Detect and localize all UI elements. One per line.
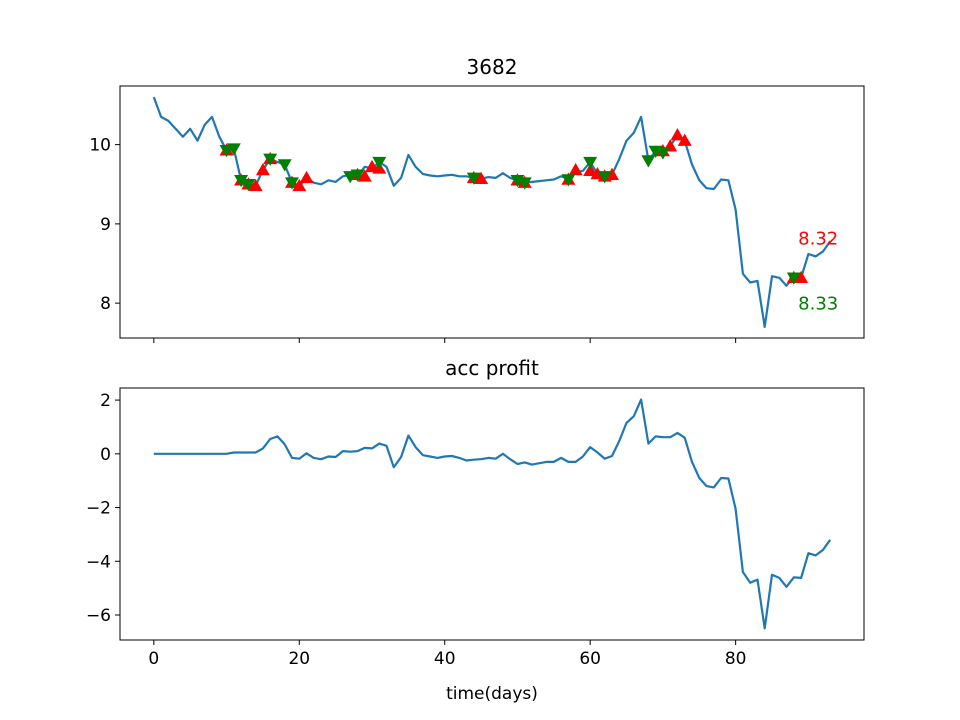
price-chart-title: 3682 (467, 55, 518, 79)
profit-ytick-label: −6 (86, 606, 111, 626)
sell-marker (241, 179, 256, 192)
profit-xtick-label: 20 (288, 649, 310, 669)
price-panel: 3682 8 9 10 8.32 8.33 (89, 55, 865, 343)
sell-marker (786, 272, 801, 285)
sell-marker (583, 156, 598, 170)
x-axis-label: time(days) (446, 684, 538, 704)
price-ytick-label: 9 (100, 215, 111, 235)
buy-marker (299, 170, 314, 184)
profit-series-line (153, 398, 832, 630)
sell-marker (655, 147, 670, 160)
price-series-line (152, 96, 832, 328)
sell-marker (372, 156, 387, 170)
sell-marker (517, 177, 532, 190)
price-ytick-label: 8 (100, 294, 111, 314)
price-ytick-label: 10 (89, 136, 111, 156)
sell-marker (234, 175, 249, 188)
buy-marker (357, 169, 372, 182)
profit-axes-frame (119, 387, 865, 641)
sell-marker (350, 169, 365, 182)
price-annotation: 8.33 (798, 293, 838, 314)
buy-marker (255, 163, 270, 176)
buy-marker (474, 171, 489, 184)
sell-marker (285, 177, 299, 190)
profit-ytick-label: 2 (100, 391, 111, 411)
profit-xtick-label: 80 (725, 649, 747, 669)
price-annotation: 8.32 (798, 228, 838, 249)
sell-marker (641, 155, 656, 168)
profit-ytick-label: −4 (86, 552, 111, 572)
buy-marker (605, 167, 619, 181)
buy-marker (292, 178, 307, 192)
profit-panel: acc profit 0 20 40 60 80 −6 −4 −2 0 2 time(days) (86, 356, 865, 704)
profit-ytick-label: 0 (100, 445, 111, 465)
profit-xtick-label: 60 (579, 649, 601, 669)
sell-marker (277, 159, 292, 172)
sell-marker (466, 172, 481, 185)
profit-chart-title: acc profit (445, 356, 539, 380)
sell-marker (597, 171, 612, 184)
sell-marker (226, 143, 241, 156)
profit-ytick-label: −2 (86, 499, 111, 519)
sell-marker (263, 153, 278, 166)
buy-marker (568, 163, 583, 176)
buy-marker (248, 178, 263, 192)
buy-marker (583, 163, 598, 177)
buy-marker (794, 270, 809, 284)
buy-marker (670, 128, 685, 141)
profit-xtick-label: 40 (434, 649, 456, 669)
buy-marker (677, 133, 692, 146)
profit-xtick-label: 0 (148, 649, 159, 669)
sell-marker (561, 174, 576, 187)
price-axes-frame (119, 85, 865, 339)
